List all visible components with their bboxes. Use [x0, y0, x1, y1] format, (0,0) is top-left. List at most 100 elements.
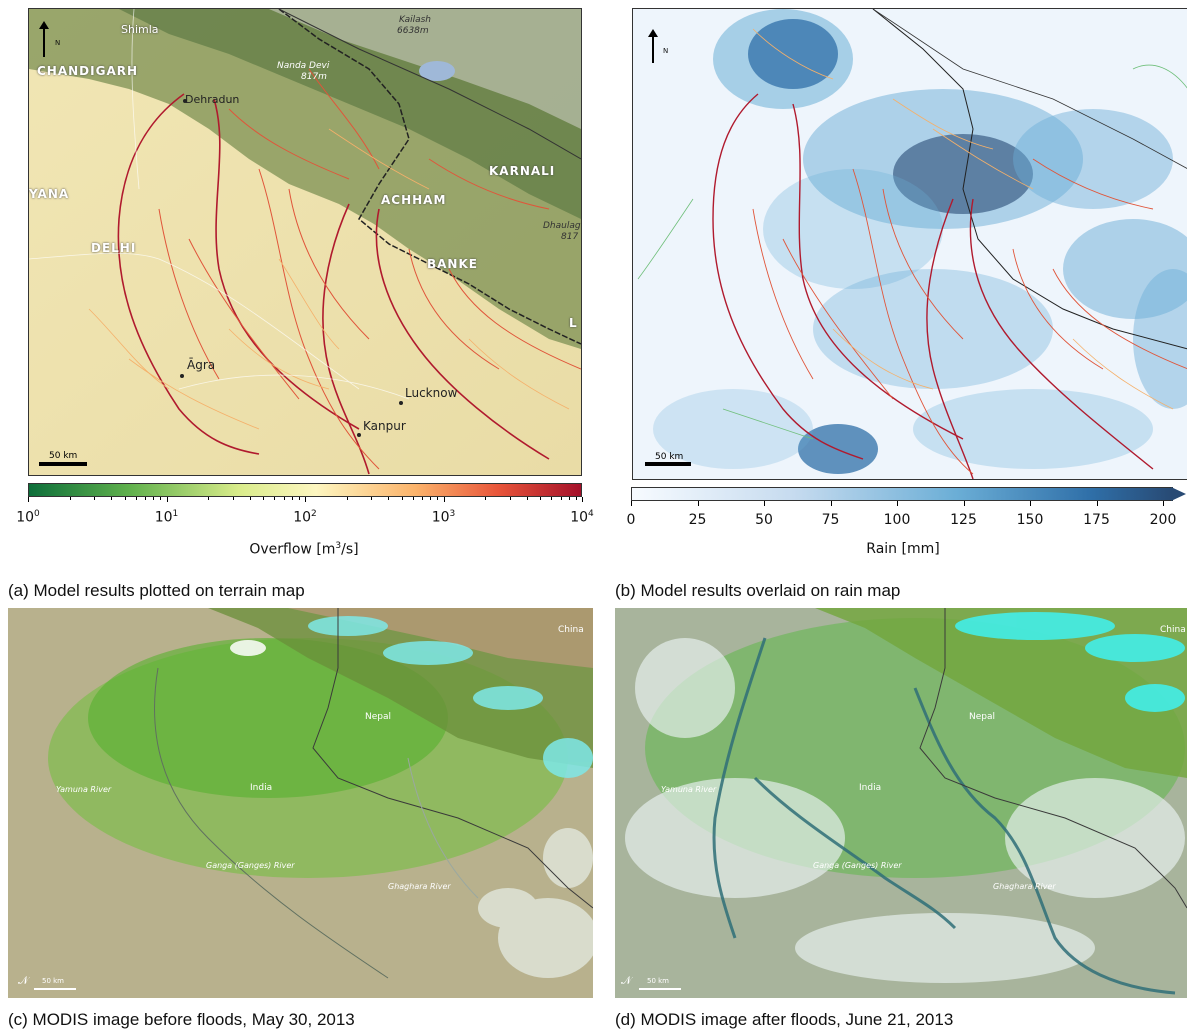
overflow-minor-tick	[430, 497, 432, 500]
overflow-tick-label: 104	[570, 509, 594, 526]
overflow-minor-tick	[249, 497, 251, 500]
place-edge-l: L	[569, 316, 577, 330]
rain-field	[653, 9, 1187, 474]
north-arrow-head-icon	[39, 21, 49, 29]
place-nepal: Nepal	[365, 712, 391, 722]
overflow-tick-label: 100	[16, 509, 40, 526]
modis-before-panel: China Nepal India Yamuna River Ganga (Ga…	[8, 608, 593, 998]
place-ghaghara-river: Ghaghara River	[993, 882, 1056, 891]
place-banke: BANKE	[427, 257, 478, 271]
overflow-colorbar	[28, 483, 582, 497]
rain-major-tick	[963, 501, 965, 506]
caption-d: (d) MODIS image after floods, June 21, 2…	[615, 1010, 954, 1029]
dehradun-dot	[183, 99, 187, 103]
country-border	[919, 608, 1187, 909]
overflow-minor-tick	[69, 497, 71, 500]
overflow-minor-tick	[422, 497, 424, 500]
overflow-colorbar-title: Overflow [m3/s]	[249, 541, 358, 558]
rain-map	[633, 9, 1187, 479]
rain-tick-label: 200	[1149, 512, 1177, 528]
tributary-rivers	[158, 68, 581, 470]
clouds	[478, 828, 593, 978]
overflow-minor-tick	[135, 497, 137, 500]
overflow-major-tick	[443, 497, 445, 502]
overflow-tick-label: 102	[293, 509, 317, 526]
rain-tick-label: 100	[883, 512, 911, 528]
rain-major-tick	[830, 501, 832, 506]
flooded-rivers	[712, 637, 1176, 995]
country-border-north	[278, 9, 581, 160]
rain-tick-label: 150	[1016, 512, 1044, 528]
modis-after-panel: China Nepal India Yamuna River Ganga (Ga…	[615, 608, 1187, 998]
place-agra: Āgra	[187, 358, 216, 372]
rain-tick-label: 0	[626, 512, 636, 528]
overflow-major-tick	[166, 497, 168, 502]
place-achham: ACHHAM	[381, 193, 447, 207]
place-nanda-devi: Nanda Devi	[277, 61, 330, 71]
lake	[419, 61, 455, 81]
caption-a: (a) Model results plotted on terrain map	[8, 581, 305, 600]
terrain-map-panel: N Shimla CHANDIGARH Dehradun YANA DELHI …	[28, 8, 582, 476]
place-yana: YANA	[29, 187, 70, 201]
rain-tick-label: 125	[950, 512, 977, 528]
place-china: China	[1160, 625, 1186, 635]
place-shimla: Shimla	[121, 23, 159, 36]
overflow-minor-tick	[111, 497, 113, 500]
overflow-minor-tick	[575, 497, 577, 500]
overflow-minor-tick	[291, 497, 293, 500]
rain-tick-label: 25	[688, 512, 707, 528]
rain-major-tick	[1030, 501, 1031, 506]
agra-dot	[180, 374, 184, 378]
overflow-minor-tick	[263, 497, 265, 500]
overflow-title-superscript: 3	[335, 541, 342, 551]
rain-tick-label: 50	[755, 512, 773, 528]
rain-colorbar-title: Rain [mm]	[866, 541, 940, 557]
main-rivers	[117, 93, 550, 475]
place-yamuna-river: Yamuna River	[661, 785, 717, 794]
overflow-minor-tick	[540, 497, 542, 500]
place-lucknow: Lucknow	[405, 386, 458, 400]
overflow-minor-tick	[298, 497, 300, 500]
overflow-major-tick	[305, 497, 306, 502]
scale-bar	[645, 462, 691, 466]
overflow-minor-tick	[526, 497, 528, 500]
overflow-tick-label: 101	[154, 509, 179, 526]
rain-colorbar-extend-arrow	[1171, 487, 1186, 501]
snow-cover	[955, 612, 1185, 712]
scale-bar-label: 50 km	[655, 452, 684, 462]
snow-cover	[230, 616, 593, 778]
small-streams	[88, 128, 570, 430]
place-dehradun: Dehradun	[185, 93, 240, 106]
scale-bar	[39, 462, 87, 466]
north-arrow-icon	[43, 27, 45, 57]
river-trace-2	[407, 757, 479, 899]
caption-c: (c) MODIS image before floods, May 30, 2…	[8, 1010, 355, 1029]
modis-before-image	[8, 608, 593, 998]
overflow-minor-tick	[568, 497, 570, 500]
overflow-minor-tick	[388, 497, 390, 500]
overflow-minor-tick	[412, 497, 414, 500]
green-streams	[637, 64, 1187, 440]
place-india: India	[859, 783, 882, 793]
overflow-tick-label: 103	[431, 509, 456, 526]
overflow-minor-tick	[401, 497, 403, 500]
scale-bar-label: 50 km	[42, 977, 65, 985]
tributary-rivers	[752, 158, 1187, 475]
rain-major-tick	[631, 501, 632, 506]
river-trace	[154, 667, 389, 979]
rain-major-tick	[764, 501, 765, 506]
overflow-minor-tick	[509, 497, 511, 500]
place-dhaulagiri-elevation: 817	[561, 232, 579, 242]
overflow-minor-tick	[208, 497, 210, 500]
rain-tick-label: 75	[821, 512, 840, 528]
overflow-minor-tick	[232, 497, 234, 500]
rain-colorbar	[631, 487, 1173, 501]
lucknow-dot	[399, 401, 403, 405]
overflow-minor-tick	[551, 497, 553, 500]
place-yamuna-river: Yamuna River	[56, 785, 112, 794]
rain-major-tick	[897, 501, 898, 506]
rain-major-tick	[1163, 501, 1164, 506]
place-nanda-devi-elevation: 817m	[301, 72, 327, 82]
rain-major-tick	[1096, 501, 1098, 506]
terrain-map	[29, 9, 581, 475]
